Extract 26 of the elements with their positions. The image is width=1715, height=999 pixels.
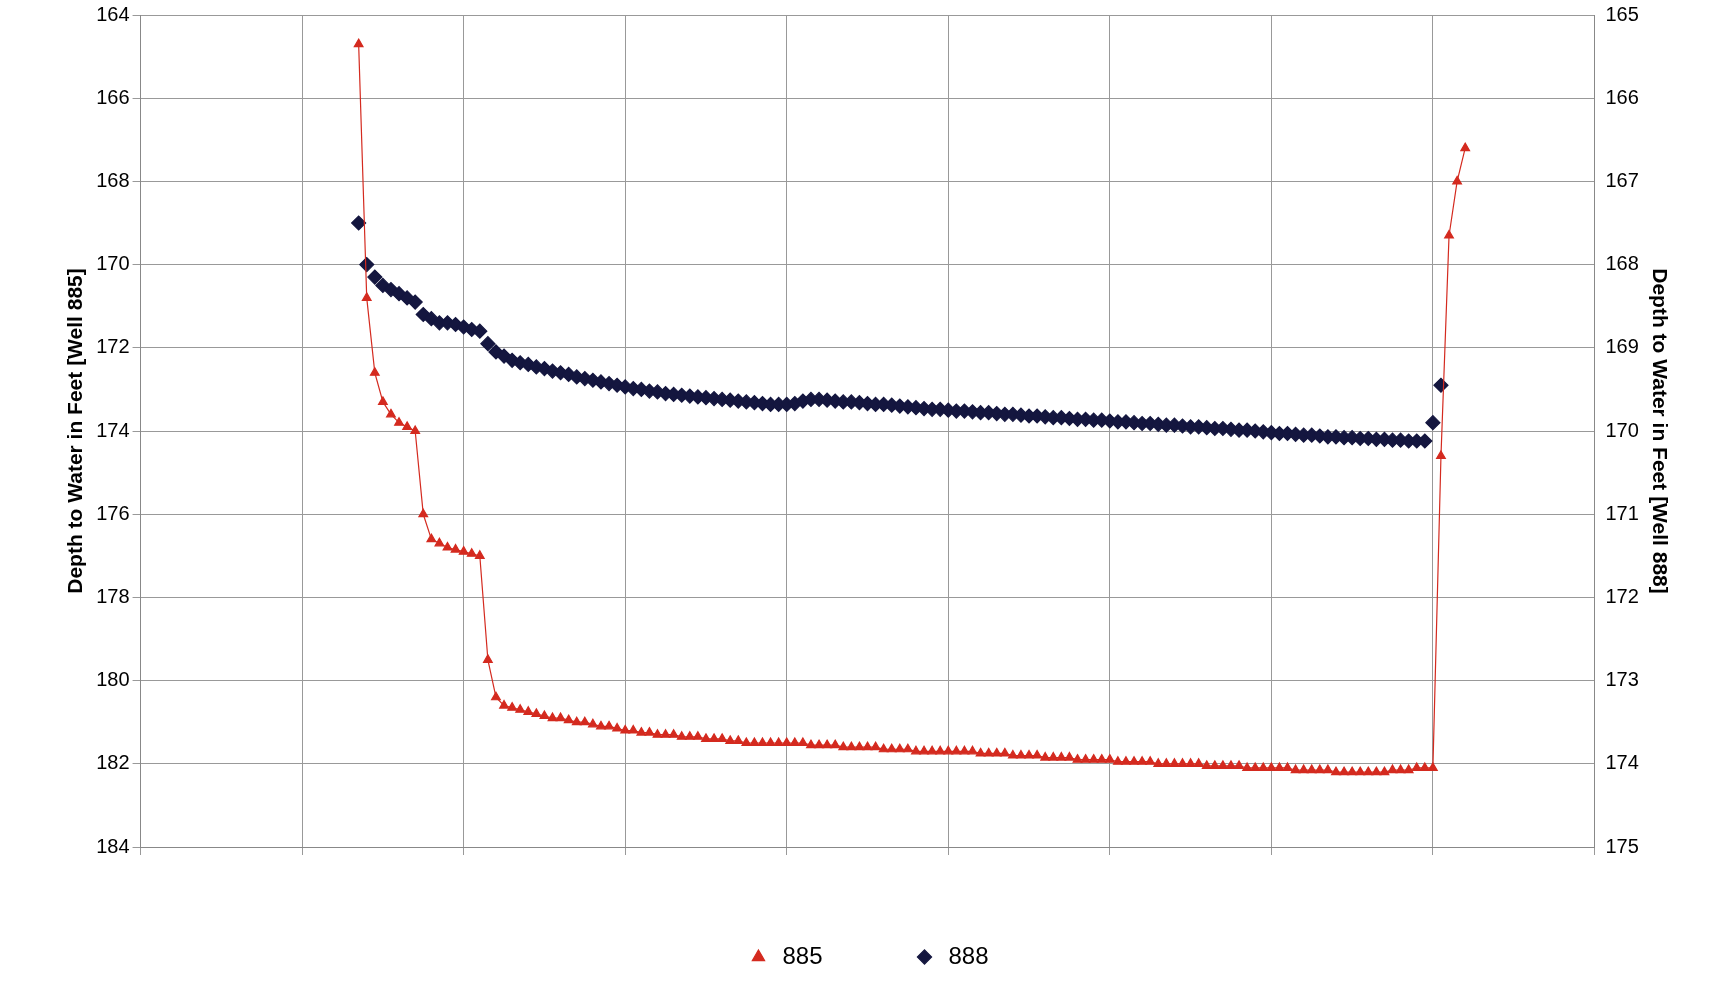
y-tick-label: 182	[96, 751, 130, 774]
y2-tick-label: 174	[1605, 751, 1639, 774]
y-tick-label: 170	[96, 252, 130, 275]
y2-axis-title: Depth to Water in Feet [Well 888]	[1648, 268, 1672, 594]
y-tick-label: 178	[96, 584, 130, 607]
y-axis-title: Depth to Water in Feet [Well 885]	[63, 268, 87, 594]
y2-tick-label: 171	[1605, 501, 1639, 524]
y-tick-label: 180	[96, 668, 130, 691]
y2-tick-label: 170	[1605, 418, 1639, 441]
y-tick-label: 172	[96, 335, 130, 358]
y2-tick-label: 165	[1605, 2, 1639, 25]
y-tick-label: 166	[96, 85, 130, 108]
legend-label: 885	[782, 941, 823, 969]
y-tick-label: 168	[96, 168, 130, 191]
y2-tick-label: 175	[1605, 834, 1639, 857]
y-tick-label: 184	[96, 834, 130, 857]
y2-tick-label: 166	[1605, 85, 1639, 108]
y2-tick-label: 167	[1605, 168, 1639, 191]
y2-tick-label: 168	[1605, 252, 1639, 275]
y-tick-label: 176	[96, 501, 130, 524]
y-tick-label: 174	[96, 418, 130, 441]
y2-tick-label: 169	[1605, 335, 1639, 358]
y2-tick-label: 172	[1605, 584, 1639, 607]
legend-label: 888	[948, 941, 989, 969]
y2-tick-label: 173	[1605, 668, 1639, 691]
y-tick-label: 164	[96, 2, 130, 25]
